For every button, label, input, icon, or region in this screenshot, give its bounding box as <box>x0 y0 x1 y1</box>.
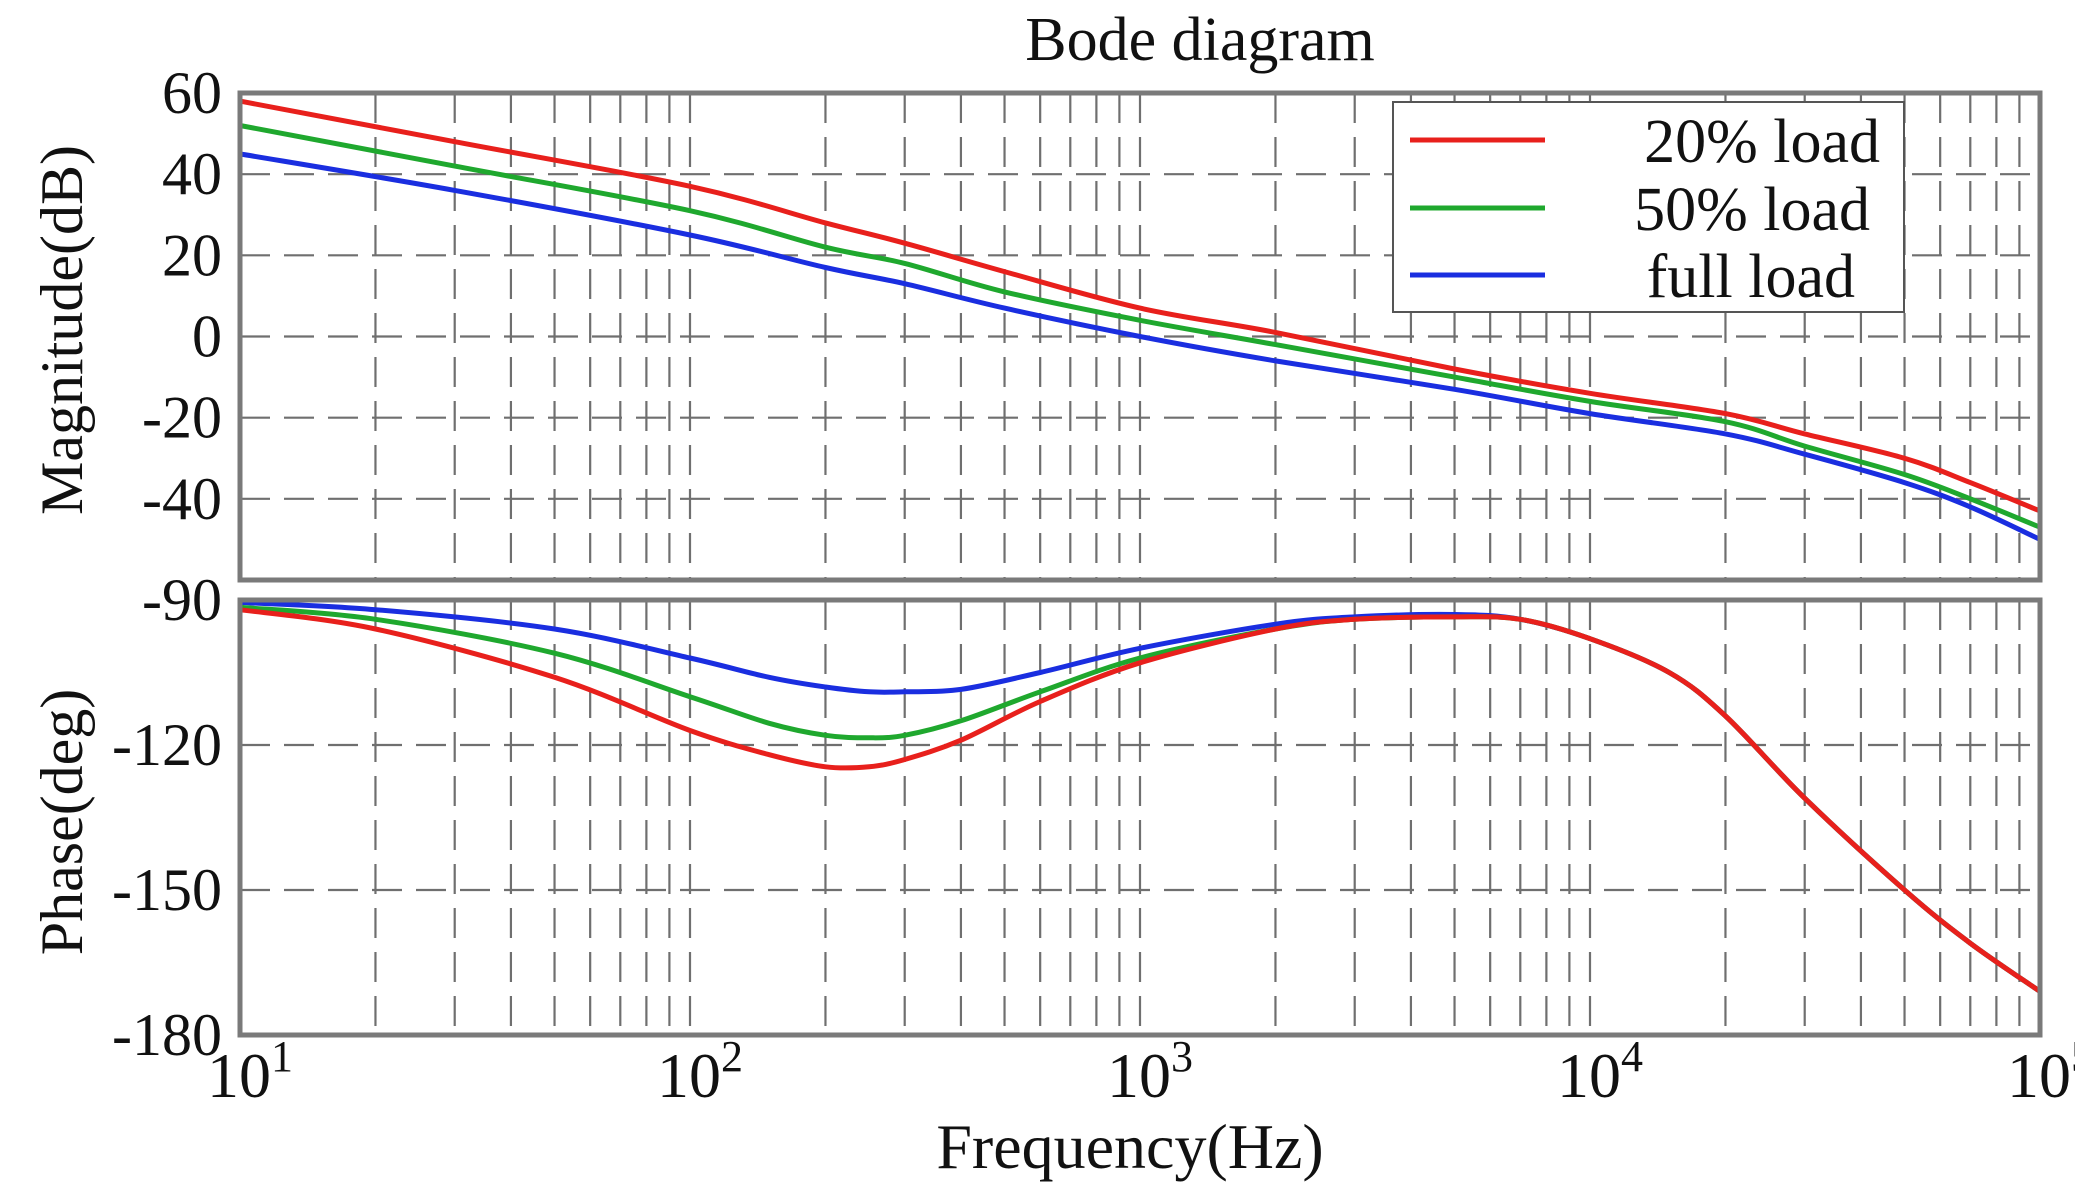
x-tick-base: 10 <box>207 1040 271 1111</box>
y-tick-label: -20 <box>142 385 222 451</box>
x-tick-labels: 101102103104105 <box>207 1032 2075 1111</box>
magnitude-series-20-load <box>237 98 2043 514</box>
y-tick-label: -150 <box>112 857 222 923</box>
x-tick-label: 104 <box>1557 1032 1643 1111</box>
y-tick-label: 40 <box>162 141 222 207</box>
x-tick-exponent: 4 <box>1621 1032 1643 1081</box>
x-axis-label: Frequency(Hz) <box>936 1111 1323 1182</box>
y-tick-label: 20 <box>162 222 222 288</box>
x-tick-label: 105 <box>2007 1032 2075 1111</box>
magnitude-y-label: Magnitude(dB) <box>29 145 95 515</box>
x-tick-exponent: 3 <box>1171 1032 1193 1081</box>
chart-title: Bode diagram <box>1025 6 1375 74</box>
phase-y-ticks: -90 -120 -150 -180 <box>112 567 222 1068</box>
magnitude-series-50-load <box>237 123 2043 530</box>
magnitude-series-full-load <box>237 151 2043 542</box>
legend-label-full-load: full load <box>1647 243 1855 311</box>
legend-label-50-load: 50% load <box>1634 176 1870 244</box>
phase-frame <box>237 597 2043 1038</box>
y-tick-label: -90 <box>142 567 222 633</box>
phase-y-label: Phase(deg) <box>29 689 95 956</box>
x-tick-label: 102 <box>657 1032 743 1111</box>
x-tick-label: 101 <box>207 1032 293 1111</box>
phase-series <box>237 599 2043 994</box>
y-tick-label: -180 <box>112 1002 222 1068</box>
phase-panel: -90 -120 -150 -180 Phase(deg) <box>29 567 2043 1068</box>
magnitude-series <box>237 98 2043 542</box>
x-tick-exponent: 5 <box>2071 1032 2075 1081</box>
y-tick-label: 0 <box>192 304 222 370</box>
x-tick-base: 10 <box>2007 1040 2071 1111</box>
x-tick-base: 10 <box>1557 1040 1621 1111</box>
x-tick-exponent: 2 <box>721 1032 743 1081</box>
y-tick-label: -40 <box>142 466 222 532</box>
magnitude-frame <box>237 90 2043 583</box>
legend: 20% load 50% load full load <box>1392 101 1905 313</box>
y-tick-label: -120 <box>112 712 222 778</box>
magnitude-y-ticks: 60 40 20 0 -20 -40 <box>142 60 222 532</box>
x-tick-label: 103 <box>1107 1032 1193 1111</box>
phase-series-20-load <box>237 607 2043 994</box>
x-tick-base: 10 <box>1107 1040 1171 1111</box>
x-tick-base: 10 <box>657 1040 721 1111</box>
x-tick-exponent: 1 <box>271 1032 293 1081</box>
legend-label-20-load: 20% load <box>1644 108 1880 176</box>
y-tick-label: 60 <box>162 60 222 126</box>
